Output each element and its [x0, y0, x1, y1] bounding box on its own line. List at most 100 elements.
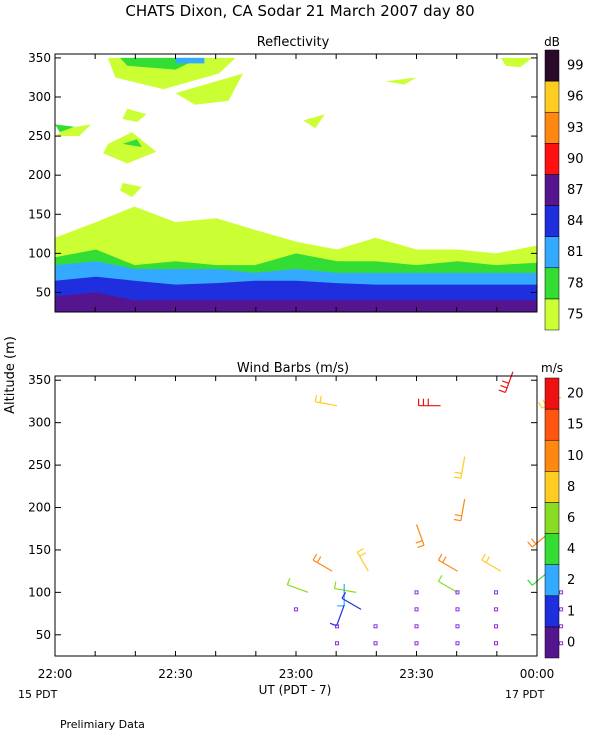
y-tick-label: 150	[28, 207, 51, 221]
colorbar-label: 20	[567, 387, 584, 402]
colorbar-label: 90	[567, 152, 584, 167]
y-tick-label: 250	[28, 129, 51, 143]
calm-marker	[559, 641, 564, 646]
reflectivity-echo	[120, 183, 142, 198]
calm-marker	[334, 641, 339, 646]
calm-marker	[455, 590, 460, 595]
reflectivity-echo	[122, 108, 147, 122]
reflectivity-echo	[55, 124, 75, 133]
colorbar-swatch-6	[544, 502, 560, 534]
colorbar-label: 10	[567, 449, 584, 464]
wind-barbs-title: Wind Barbs (m/s)	[237, 361, 349, 376]
colorbar-swatch-81	[544, 236, 560, 269]
colorbar-label: 87	[567, 183, 584, 198]
y-tick-label: 350	[28, 373, 51, 387]
reflectivity-echo	[175, 73, 243, 105]
reflectivity-echo	[385, 77, 417, 85]
y-tick-label: 150	[28, 543, 51, 557]
colorbar-label: 8	[567, 480, 575, 495]
colorbar-swatch-20	[544, 377, 560, 410]
colorbar-swatch-4	[544, 533, 560, 565]
wind-barb	[329, 604, 345, 627]
reflectivity-echo	[175, 57, 205, 64]
colorbar-swatch-1	[544, 595, 560, 628]
reflectivity-colorbar-unit: dB	[544, 35, 560, 49]
calm-marker	[294, 607, 298, 612]
figure-title: CHATS Dixon, CA Sodar 21 March 2007 day …	[125, 2, 474, 20]
calm-marker	[455, 641, 460, 646]
wind-barb	[341, 591, 362, 610]
preliminary-note: Prelimiary Data	[60, 718, 145, 731]
colorbar-swatch-75	[544, 298, 560, 331]
colorbar-label: 99	[567, 59, 584, 74]
end-day-label: 17 PDT	[505, 688, 545, 701]
colorbar-swatch-87	[544, 174, 560, 206]
wind-barb	[312, 553, 333, 572]
wind-barbs-marks	[286, 371, 564, 646]
y-tick-label: 50	[36, 628, 51, 642]
calm-marker	[494, 607, 499, 612]
calm-marker	[414, 641, 419, 646]
calm-marker	[373, 641, 378, 646]
wind-barb	[314, 394, 338, 407]
y-axis-label: Altitude (m)	[3, 336, 18, 414]
colorbar-swatch-15	[544, 408, 560, 441]
x-axis-label: UT (PDT - 7)	[259, 683, 332, 697]
colorbar-label: 93	[567, 121, 584, 136]
calm-marker	[494, 590, 499, 595]
colorbar-swatch-84	[544, 205, 560, 237]
x-tick-label: 00:00	[520, 667, 555, 681]
calm-marker	[414, 590, 419, 595]
wind-barb	[337, 583, 345, 607]
colorbar-swatch-99	[544, 49, 560, 82]
wind-barb	[333, 581, 357, 593]
reflectivity-echo	[103, 132, 157, 164]
y-tick-label: 300	[28, 416, 51, 430]
colorbar-swatch-10	[544, 439, 560, 472]
reflectivity-colorbar: 75 78 81 84 87 90 93 96 99	[544, 49, 584, 331]
colorbar-swatch-93	[544, 111, 560, 144]
colorbar-label: 0	[567, 635, 575, 650]
wind-barb	[418, 398, 441, 407]
colorbar-label: 6	[567, 511, 575, 526]
calm-marker	[494, 641, 499, 646]
y-tick-label: 250	[28, 458, 51, 472]
y-tick-label: 350	[28, 51, 51, 65]
reflectivity-title: Reflectivity	[257, 35, 330, 50]
wind-barbs-frame	[54, 375, 538, 657]
x-axis: 22:00 22:30 23:00 23:30 00:00	[38, 667, 555, 681]
colorbar-label: 84	[567, 214, 584, 229]
x-tick-label: 23:30	[399, 667, 434, 681]
y-tick-label: 300	[28, 90, 51, 104]
calm-marker	[559, 590, 564, 595]
colorbar-label: 1	[567, 604, 575, 619]
x-tick-label: 22:30	[158, 667, 193, 681]
colorbar-swatch-90	[544, 143, 560, 175]
reflectivity-echo	[500, 57, 533, 68]
wind-colorbar: 0 1 2 4 6 8 10 15 20	[544, 377, 584, 659]
reflectivity-echo	[55, 124, 92, 137]
colorbar-label: 78	[567, 276, 584, 291]
reflectivity-echo	[122, 139, 142, 147]
wind-barb	[437, 553, 458, 572]
wind-barb	[415, 524, 425, 549]
calm-marker	[559, 607, 564, 612]
wind-barb	[437, 575, 458, 593]
y-tick-label: 100	[28, 246, 51, 260]
wind-barb	[481, 553, 502, 572]
colorbar-label: 15	[567, 418, 584, 433]
colorbar-swatch-96	[544, 80, 560, 113]
colorbar-swatch-78	[544, 267, 560, 300]
calm-marker	[334, 624, 339, 629]
wind-barb	[453, 456, 466, 479]
calm-marker	[455, 607, 460, 612]
colorbar-label: 96	[567, 90, 584, 105]
y-tick-label: 200	[28, 501, 51, 515]
calm-marker	[414, 607, 419, 612]
reflectivity-contours	[55, 57, 537, 312]
colorbar-swatch-0	[544, 626, 560, 659]
colorbar-swatch-8	[544, 471, 560, 503]
